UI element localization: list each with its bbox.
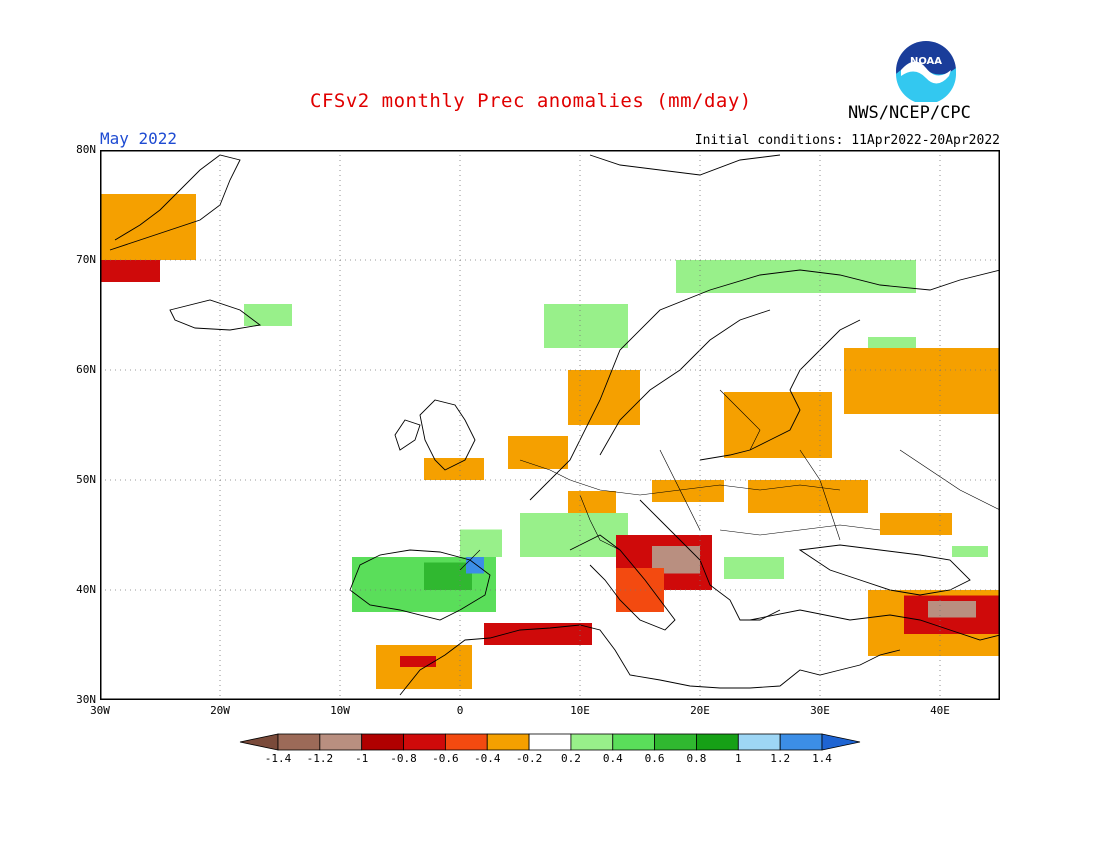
- longitude-label: 30E: [810, 704, 830, 717]
- anomaly-region-iceland: [244, 304, 292, 326]
- anomaly-region-southern-sweden: [568, 370, 640, 425]
- latitude-label: 40N: [76, 583, 96, 596]
- colorbar-swatch: [570, 733, 614, 751]
- colorbar-swatch: [654, 733, 697, 751]
- colorbar-tick-label: 1.4: [812, 752, 832, 765]
- anomaly-region-pyrenees-north: [460, 529, 502, 557]
- anomaly-region-scandinavia-north: [676, 260, 916, 293]
- colorbar-swatch: [779, 733, 823, 751]
- colorbar-tick-label: -1.4: [264, 752, 292, 765]
- colorbar-swatch: [444, 733, 488, 751]
- anomaly-region-alps: [520, 513, 628, 557]
- map-title: CFSv2 monthly Prec anomalies (mm/day): [310, 90, 752, 112]
- colorbar-swatch: [403, 733, 446, 751]
- longitude-label: 40E: [930, 704, 950, 717]
- month-label: May 2022: [100, 129, 178, 148]
- colorbar-swatch: [361, 733, 404, 751]
- anomaly-region-turkey-dark: [928, 601, 976, 618]
- anomaly-region-norway-coast: [544, 304, 628, 348]
- colorbar-tick-label: -0.6: [432, 752, 459, 765]
- colorbar: [239, 733, 861, 751]
- anomaly-region-poland-south: [652, 480, 724, 502]
- colorbar-tick-label: 1: [734, 752, 742, 765]
- latitude-label: 60N: [76, 363, 96, 376]
- agency-label: NWS/NCEP/CPC: [848, 103, 971, 123]
- colorbar-tick-label: 0.6: [644, 752, 665, 765]
- precip-anomaly-map: [100, 150, 1000, 700]
- longitude-label: 0: [456, 704, 464, 717]
- colorbar-swatch: [696, 733, 739, 751]
- colorbar-tick-label: 1.2: [770, 752, 791, 765]
- noaa-logo-text: NOAA: [910, 56, 942, 67]
- longitude-label: 20E: [690, 704, 710, 717]
- colorbar-tick-label: -1: [355, 752, 369, 765]
- latitude-label: 80N: [76, 143, 96, 156]
- latitude-label: 30N: [76, 693, 96, 706]
- anomaly-region-bulgaria: [724, 557, 784, 579]
- anomaly-region-morocco-core: [400, 656, 436, 667]
- graticule: [100, 150, 1000, 700]
- colorbar-tick-label: -1.2: [306, 752, 334, 765]
- anomaly-region-caucasus: [952, 546, 988, 557]
- anomaly-region-baltic: [724, 392, 832, 458]
- anomaly-region-iberia-north: [424, 562, 472, 590]
- anomaly-region-russia-north: [844, 348, 1000, 414]
- anomaly-region-benelux: [508, 436, 568, 469]
- colorbar-tick-label: 0.2: [560, 752, 581, 765]
- colorbar-swatch: [821, 733, 861, 751]
- anomaly-region-greenland-south: [100, 260, 160, 282]
- anomaly-region-pyrenees: [466, 557, 484, 574]
- initial-conditions: Initial conditions: 11Apr2022-20Apr2022: [694, 133, 1000, 148]
- anomaly-region-north-africa: [484, 623, 592, 645]
- latitude-label: 70N: [76, 253, 96, 266]
- colorbar-swatch: [486, 733, 530, 751]
- longitude-label: 30W: [90, 704, 110, 717]
- colorbar-swatch: [277, 733, 321, 751]
- latitude-label: 50N: [76, 473, 96, 486]
- colorbar-tick-label: 0.4: [602, 752, 623, 765]
- map-frame: [100, 150, 1000, 700]
- longitude-label: 10E: [570, 704, 590, 717]
- colorbar-tick-label: 0.8: [686, 752, 707, 765]
- colorbar-swatch: [239, 733, 279, 751]
- longitude-label: 20W: [210, 704, 230, 717]
- colorbar-swatch: [612, 733, 656, 751]
- colorbar-swatch: [737, 733, 781, 751]
- anomaly-region-russia-south: [880, 513, 952, 535]
- colorbar-tick-label: -0.2: [515, 752, 543, 765]
- anomaly-layer: [100, 194, 1000, 689]
- colorbar-swatch: [319, 733, 363, 751]
- colorbar-swatch: [528, 733, 572, 751]
- anomaly-region-greenland: [100, 194, 196, 260]
- coastlines: [109, 154, 1000, 696]
- noaa-logo: NOAA: [896, 41, 956, 102]
- anomaly-region-germany-south: [568, 491, 616, 513]
- anomaly-region-britain-south: [424, 458, 484, 480]
- colorbar-tick-label: -0.4: [473, 752, 501, 765]
- anomaly-region-ukraine: [748, 480, 868, 513]
- colorbar-tick-label: -0.8: [390, 752, 417, 765]
- longitude-label: 10W: [330, 704, 350, 717]
